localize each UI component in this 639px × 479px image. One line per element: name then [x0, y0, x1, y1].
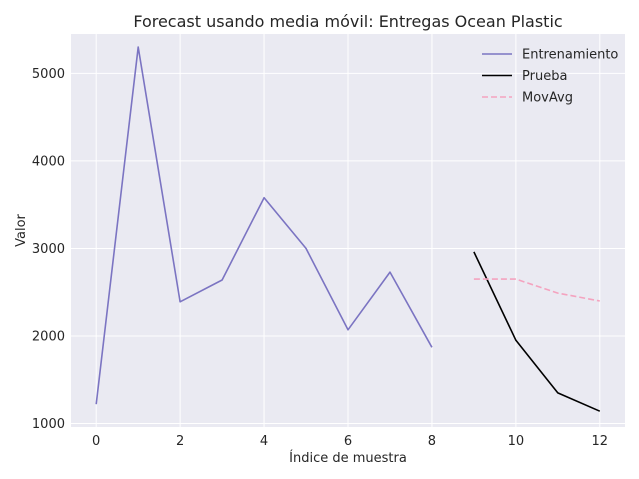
series-line-movavg — [473, 278, 600, 302]
y-tick-label: 4000 — [32, 154, 65, 169]
x-tick-label: 10 — [508, 434, 525, 449]
legend-label-movavg: MovAvg — [522, 91, 573, 106]
x-tick-label: 0 — [92, 434, 100, 449]
x-axis-ticks: 0 2 4 6 8 10 12 — [92, 434, 608, 449]
y-tick-label: 5000 — [32, 67, 65, 82]
y-tick-label: 1000 — [32, 417, 65, 432]
legend-label-prueba: Prueba — [522, 69, 567, 84]
legend: Entrenamiento Prueba MovAvg — [482, 48, 618, 106]
x-tick-label: 8 — [428, 434, 436, 449]
x-tick-label: 4 — [260, 434, 268, 449]
series-line-entrenamiento — [95, 46, 433, 405]
y-tick-label: 3000 — [32, 242, 65, 257]
grid — [71, 34, 625, 427]
x-tick-label: 6 — [344, 434, 352, 449]
series-line-prueba — [473, 251, 601, 412]
series-layer — [95, 46, 601, 412]
y-tick-label: 2000 — [32, 329, 65, 344]
x-axis-label: Índice de muestra — [289, 450, 407, 466]
legend-label-entrenamiento: Entrenamiento — [522, 48, 618, 63]
y-axis-label: Valor — [14, 213, 29, 246]
y-axis-ticks: 1000 2000 3000 4000 5000 — [32, 67, 65, 432]
x-tick-label: 2 — [176, 434, 184, 449]
x-tick-label: 12 — [592, 434, 609, 449]
chart-title: Forecast usando media móvil: Entregas Oc… — [133, 12, 562, 31]
